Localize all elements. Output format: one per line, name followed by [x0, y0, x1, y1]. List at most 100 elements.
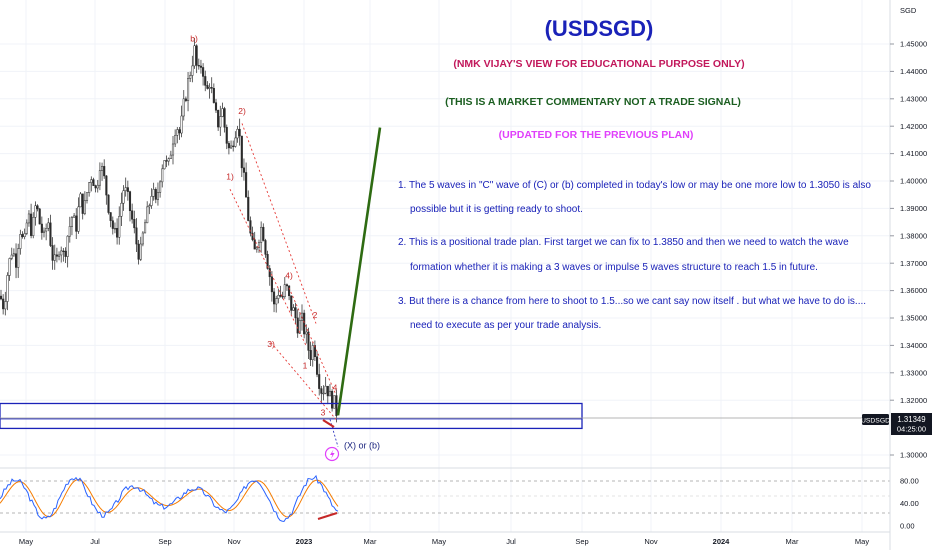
- candle: [17, 243, 20, 278]
- candle: [204, 70, 207, 92]
- candle: [4, 291, 7, 316]
- candle: [0, 289, 3, 301]
- candle: [148, 203, 151, 215]
- price-tick-2: 1.43000: [900, 94, 927, 103]
- candle: [202, 63, 205, 86]
- candle: [281, 291, 284, 300]
- price-axis[interactable]: SGD 1.450001.440001.430001.420001.410001…: [889, 0, 927, 550]
- candle: [55, 247, 58, 263]
- disclaimer-commentary: (THIS IS A MARKET COMMENTARY NOT A TRADE…: [445, 96, 741, 108]
- last-price-tag: 1.31349 04:25:00: [891, 413, 932, 435]
- candle: [316, 351, 319, 378]
- price-tick-1: 1.44000: [900, 67, 927, 76]
- oscillator-tick-2: 0.00: [900, 522, 915, 531]
- oscillator-tick-1: 40.00: [900, 499, 919, 508]
- candle: [135, 218, 138, 252]
- currency-label: SGD: [900, 6, 917, 15]
- candle: [227, 141, 230, 155]
- candle: [105, 175, 108, 205]
- candle: [146, 201, 149, 224]
- candle: [285, 283, 288, 291]
- wave-channel-line: [229, 189, 307, 346]
- candle: [268, 265, 271, 286]
- price-gridlines: [0, 43, 890, 456]
- bar-countdown: 04:25:00: [897, 425, 926, 434]
- candle: [90, 176, 93, 192]
- candle: [219, 105, 222, 136]
- candle: [305, 324, 308, 344]
- wave-channel-lines: [229, 123, 339, 447]
- candle: [12, 248, 15, 257]
- candle: [238, 118, 241, 146]
- candle: [197, 58, 200, 70]
- price-tick-3: 1.42000: [900, 122, 927, 131]
- candle: [2, 294, 5, 315]
- candle: [124, 177, 127, 197]
- chart-title: (USDSGD): [545, 16, 654, 41]
- candle: [152, 182, 155, 201]
- candle: [120, 192, 123, 227]
- candle: [176, 127, 179, 144]
- candle: [154, 187, 157, 204]
- candle: [47, 218, 50, 232]
- price-tick-labels: 1.45000 1.44000 1.43000 1.42000 1.41000 1.400…: [890, 40, 927, 460]
- candle: [167, 157, 170, 166]
- price-tick-9: 1.36000: [900, 286, 927, 295]
- candle: [23, 228, 26, 240]
- oscillator-pane[interactable]: [0, 467, 890, 523]
- candle: [137, 240, 140, 265]
- candle: [178, 127, 181, 140]
- candle: [8, 257, 11, 281]
- last-price-value: 1.31349: [897, 415, 925, 424]
- lightning-icon[interactable]: [324, 446, 340, 462]
- time-tick-1: Jul: [90, 537, 100, 546]
- candle: [92, 177, 95, 186]
- candle: [283, 277, 286, 299]
- candle: [161, 164, 164, 188]
- candle: [165, 155, 168, 168]
- candle: [6, 272, 9, 311]
- candle: [60, 246, 63, 263]
- note-3-line-2: need to execute as per your trade analys…: [410, 320, 601, 331]
- candle: [64, 247, 67, 263]
- price-tick-5: 1.40000: [900, 177, 927, 186]
- time-axis[interactable]: May Jul Sep Nov 2023 Mar May Jul Sep Nov 2024 Mar Ma…: [19, 537, 869, 546]
- note-3-line-1: 3. But there is a chance from here to sh…: [398, 296, 866, 307]
- oscillator-main-line: [0, 474, 339, 523]
- time-tick-4: 2023: [296, 537, 313, 546]
- candle: [96, 179, 99, 193]
- wave-label: 4: [333, 383, 338, 393]
- note-1-line-1: 1. The 5 waves in "C" wave of (C) or (b)…: [398, 180, 871, 191]
- candle: [253, 231, 256, 250]
- candle: [223, 106, 226, 133]
- note-1-line-2: possible but it is getting ready to shoo…: [410, 204, 583, 215]
- wave-label: 3: [321, 407, 326, 417]
- candle: [85, 192, 89, 204]
- symbol-tag-label: USDSGD: [861, 418, 890, 425]
- candle: [27, 210, 30, 227]
- candle: [34, 201, 37, 226]
- time-gridlines: [25, 0, 863, 532]
- projection-line[interactable]: [336, 127, 382, 416]
- support-zone-box[interactable]: [0, 402, 583, 430]
- candle: [51, 237, 54, 270]
- price-tick-7: 1.38000: [900, 231, 927, 240]
- candle: [208, 83, 211, 99]
- candle: [230, 140, 233, 149]
- wave-channel-line: [288, 287, 337, 395]
- time-tick-11: Mar: [786, 537, 799, 546]
- candle: [169, 150, 172, 160]
- candle: [247, 190, 250, 222]
- candle: [73, 212, 76, 218]
- candle: [83, 191, 86, 216]
- candle: [159, 180, 162, 198]
- price-tick-10: 1.35000: [900, 314, 927, 323]
- low-marker-line: [322, 419, 335, 428]
- candle: [133, 210, 136, 234]
- candle: [70, 215, 74, 236]
- candle: [298, 311, 301, 335]
- time-tick-12: May: [855, 537, 869, 546]
- candle: [273, 287, 276, 313]
- candle: [111, 216, 114, 235]
